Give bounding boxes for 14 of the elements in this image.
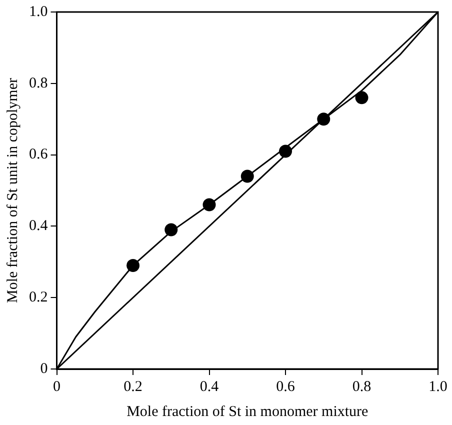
x-axis-title: Mole fraction of St in monomer mixture [126,404,369,420]
x-tick-label: 0.2 [124,378,142,395]
x-tick-label: 1.0 [428,378,448,395]
y-tick-label: 0 [40,360,48,377]
x-tick-label: 0.8 [352,378,372,395]
x-tick-label: 0 [53,378,60,395]
y-tick-label: 1.0 [29,4,48,20]
x-tick-label: 0.6 [276,378,296,395]
y-tick-label: 0.6 [29,146,48,163]
x-tick-label: 0.4 [200,378,220,395]
y-tick-label: 0.4 [29,218,48,234]
y-tick-label: 0.8 [29,75,48,92]
y-tick-label: 0.2 [29,290,48,306]
y-axis-title: Mole fraction of St unit in copolymer [4,78,21,303]
